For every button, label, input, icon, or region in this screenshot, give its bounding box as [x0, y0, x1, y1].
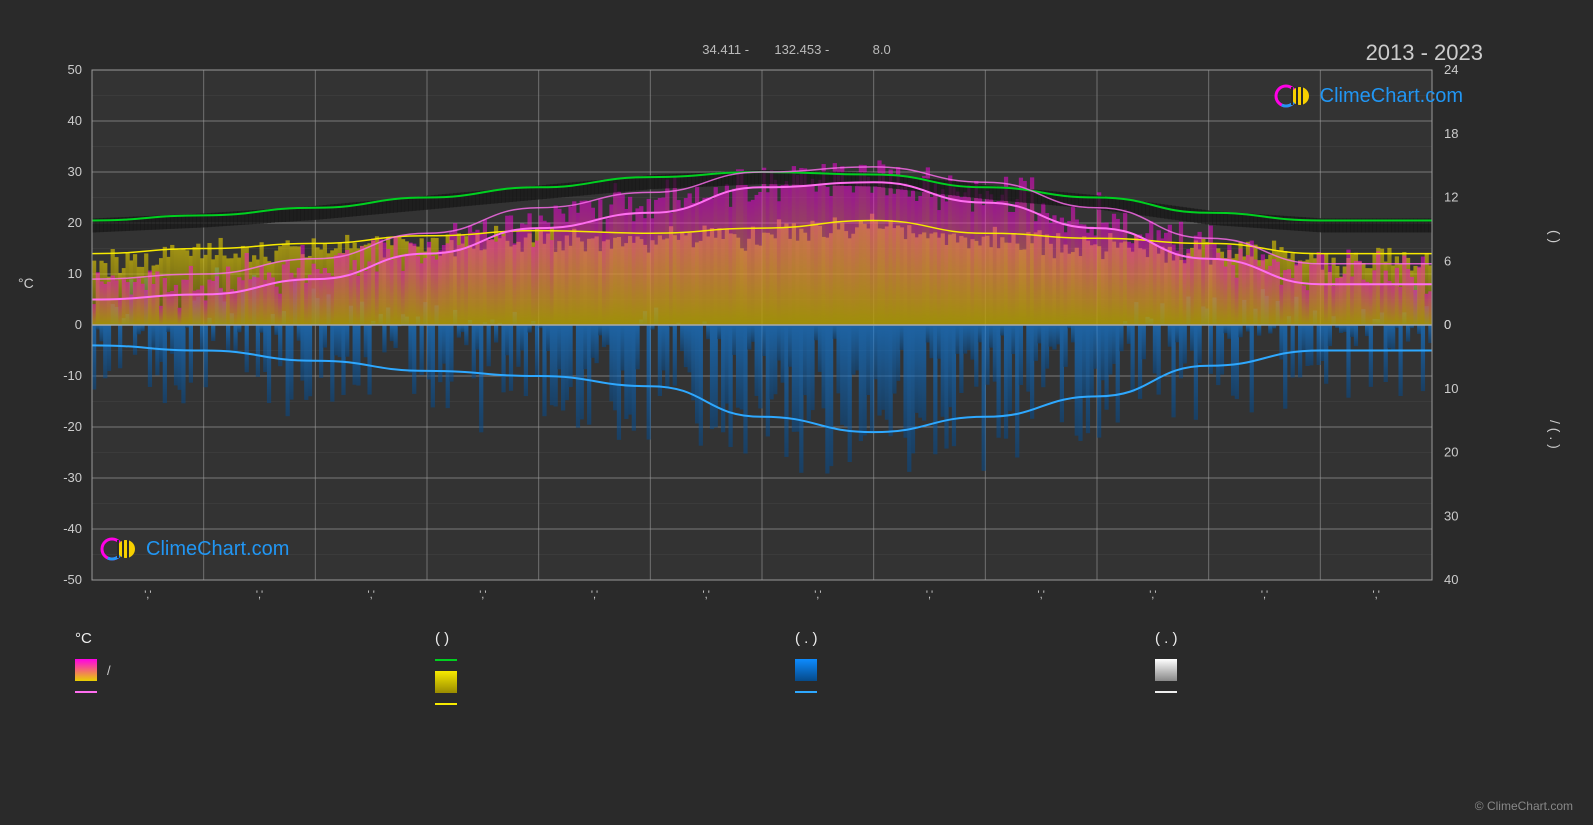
- svg-text:12: 12: [1444, 190, 1458, 205]
- alt-value: 8.0: [873, 42, 891, 57]
- legend-item: /: [75, 659, 435, 681]
- legend-column: ( . ): [1155, 630, 1515, 715]
- left-axis-label: °C: [18, 275, 34, 291]
- legend-swatch-line: [435, 703, 457, 705]
- svg-text:-10: -10: [63, 368, 82, 383]
- legend-swatch-line: [795, 691, 817, 693]
- legend-header: ( . ): [795, 630, 1155, 647]
- legend-item: [435, 659, 795, 661]
- legend-swatch-line: [1155, 691, 1177, 693]
- svg-text:',': ',': [479, 589, 486, 601]
- svg-text:-30: -30: [63, 470, 82, 485]
- svg-text:0: 0: [75, 317, 82, 332]
- legend-column: ( ): [435, 630, 795, 715]
- svg-text:30: 30: [1444, 508, 1458, 523]
- legend-item: [435, 703, 795, 705]
- svg-text:10: 10: [68, 266, 82, 281]
- legend-swatch-box: [75, 659, 97, 681]
- svg-text:',': ',': [256, 589, 263, 601]
- brand-text: ClimeChart.com: [1320, 85, 1463, 108]
- legend-swatch-box: [1155, 659, 1177, 681]
- svg-text:-40: -40: [63, 521, 82, 536]
- brand-logo-top: ClimeChart.com: [1274, 82, 1463, 110]
- brand-text: ClimeChart.com: [146, 538, 289, 561]
- legend-header: °C: [75, 630, 435, 647]
- svg-text:',': ',': [814, 589, 821, 601]
- svg-text:40: 40: [68, 113, 82, 128]
- svg-text:',': ',': [144, 589, 151, 601]
- legend-label: /: [107, 663, 111, 678]
- svg-text:20: 20: [1444, 445, 1458, 460]
- legend-item: [795, 659, 1155, 681]
- svg-text:',': ',': [703, 589, 710, 601]
- svg-text:',': ',': [1261, 589, 1268, 601]
- svg-text:30: 30: [68, 164, 82, 179]
- svg-text:18: 18: [1444, 126, 1458, 141]
- legend-header: ( ): [435, 630, 795, 647]
- footer-copyright: © ClimeChart.com: [1475, 799, 1573, 813]
- svg-text:',': ',': [1373, 589, 1380, 601]
- legend-item: [795, 691, 1155, 693]
- location-meta: 34.411 - 132.453 - 8.0: [0, 42, 1593, 57]
- legend-swatch-box: [795, 659, 817, 681]
- legend-header: ( . ): [1155, 630, 1515, 647]
- svg-text:',': ',': [926, 589, 933, 601]
- legend-swatch-line: [75, 691, 97, 693]
- svg-text:20: 20: [68, 215, 82, 230]
- year-range: 2013 - 2023: [1366, 40, 1483, 66]
- legend: °C/( )( . )( . ): [75, 630, 1515, 715]
- svg-text:-50: -50: [63, 572, 82, 587]
- svg-text:',': ',': [591, 589, 598, 601]
- svg-text:50: 50: [68, 62, 82, 77]
- legend-column: ( . ): [795, 630, 1155, 715]
- legend-item: [75, 691, 435, 693]
- svg-text:6: 6: [1444, 253, 1451, 268]
- climate-chart: 34.411 - 132.453 - 8.0 2013 - 2023 °C ( …: [0, 0, 1593, 825]
- svg-text:0: 0: [1444, 317, 1451, 332]
- legend-column: °C /: [75, 630, 435, 715]
- svg-text:40: 40: [1444, 572, 1458, 587]
- right-axis-bot-label: / ( . ): [1547, 420, 1563, 449]
- svg-text:',': ',': [1149, 589, 1156, 601]
- legend-item: [1155, 691, 1515, 693]
- legend-item: [435, 671, 795, 693]
- lon-value: 132.453 -: [774, 42, 829, 57]
- right-axis-top-label: ( ): [1547, 230, 1563, 243]
- legend-item: [1155, 659, 1515, 681]
- svg-text:-20: -20: [63, 419, 82, 434]
- legend-swatch-line: [435, 659, 457, 661]
- svg-text:',': ',': [1038, 589, 1045, 601]
- svg-text:',': ',': [368, 589, 375, 601]
- legend-swatch-box: [435, 671, 457, 693]
- svg-text:10: 10: [1444, 381, 1458, 396]
- lat-value: 34.411 -: [702, 42, 749, 57]
- brand-logo-bottom: ClimeChart.com: [100, 535, 289, 563]
